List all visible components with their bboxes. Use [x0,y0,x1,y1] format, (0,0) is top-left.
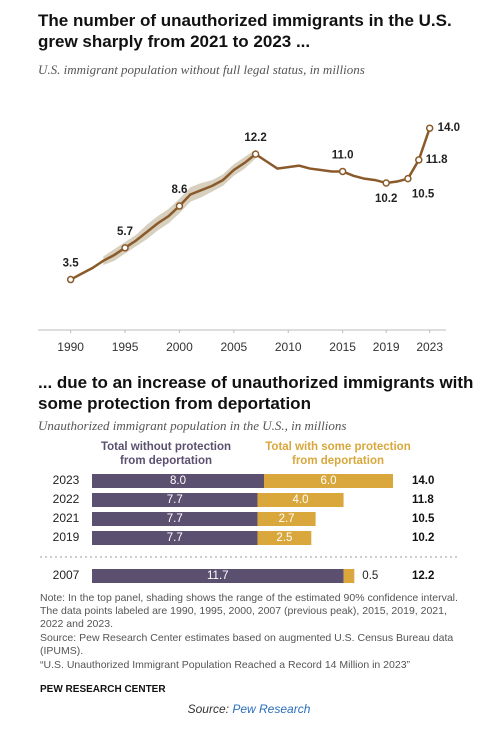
chart-title: The number of unauthorized immigrants in… [38,11,452,51]
chart-subtitle: U.S. immigrant population without full l… [38,62,365,77]
data-label: 10.5 [412,189,435,201]
x-tick-label: 2005 [220,340,247,354]
bar [92,569,344,583]
data-label: 11.7 [207,570,229,582]
point [338,167,347,176]
chart-title: ... due to an increase of unauthorized i… [38,373,474,413]
line [70,127,431,281]
data-label: 7.7 [167,513,183,525]
data-label: 12.2 [244,132,266,144]
total-label: 12.2 [412,570,434,582]
total-label: 10.5 [412,513,435,525]
bar [257,512,316,526]
data-label: 8.0 [170,475,186,487]
bar [257,493,344,507]
note: Note: In the top panel, shading shows th… [40,592,458,630]
x-tick-label: 2019 [373,340,400,354]
y-tick-label: 2023 [53,473,80,487]
bar [92,512,258,526]
point [425,124,434,132]
point [251,150,260,158]
point [382,179,390,187]
chart-subtitle: Unauthorized immigrant population in the… [38,418,347,433]
source-prefix: Source: [187,702,229,716]
point [404,174,412,183]
data-label: 11.8 [426,154,448,166]
data-label: 7.7 [167,532,183,544]
source-link[interactable]: Pew Research [232,702,311,716]
point [415,156,423,164]
bar [92,474,264,488]
notes: Note: In the top panel, shading shows th… [40,592,472,673]
data-label: 6.0 [321,475,337,487]
bar [257,531,312,545]
data-label: 11.0 [332,149,354,161]
data-label: 2.7 [279,513,295,525]
x-tick-label: 2023 [416,340,443,354]
data-label: 2.5 [276,532,292,544]
x-tick-label: 1990 [57,340,84,354]
total-label: 10.2 [412,532,434,544]
x-tick-label: 2015 [329,340,356,354]
bar [92,493,258,507]
point [175,202,184,210]
data-label: 5.7 [117,226,133,238]
source: Source: Pew Research [0,702,498,716]
data-label: 0.5 [362,570,378,582]
data-label: 7.7 [167,494,183,506]
x-tick-label: 1995 [112,340,139,354]
y-tick-label: 2007 [53,568,80,582]
bar [343,569,355,583]
y-tick-label: 2022 [53,492,80,506]
point [66,275,75,284]
bar [92,531,258,545]
data-label: 8.6 [171,184,187,196]
y-tick-label: 2019 [53,530,80,544]
credit: PEW RESEARCH CENTER [40,684,166,695]
legend-entry: Total with some protection from deportat… [265,441,411,467]
x-tick-label: 2000 [166,340,193,354]
note: Source: Pew Research Center estimates ba… [40,632,454,657]
data-label: 10.2 [375,193,397,205]
data-label: 3.5 [63,258,80,270]
y-tick-label: 2021 [53,511,80,525]
data-label: 14.0 [438,122,460,134]
data-label: 4.0 [293,494,309,506]
total-label: 11.8 [412,494,434,506]
point [121,244,129,252]
total-label: 14.0 [412,475,434,487]
bar [264,474,393,488]
note: “U.S. Unauthorized Immigrant Population … [40,659,411,671]
legend-entry: Total without protection from deportatio… [100,441,232,467]
x-tick-label: 2010 [275,340,302,354]
